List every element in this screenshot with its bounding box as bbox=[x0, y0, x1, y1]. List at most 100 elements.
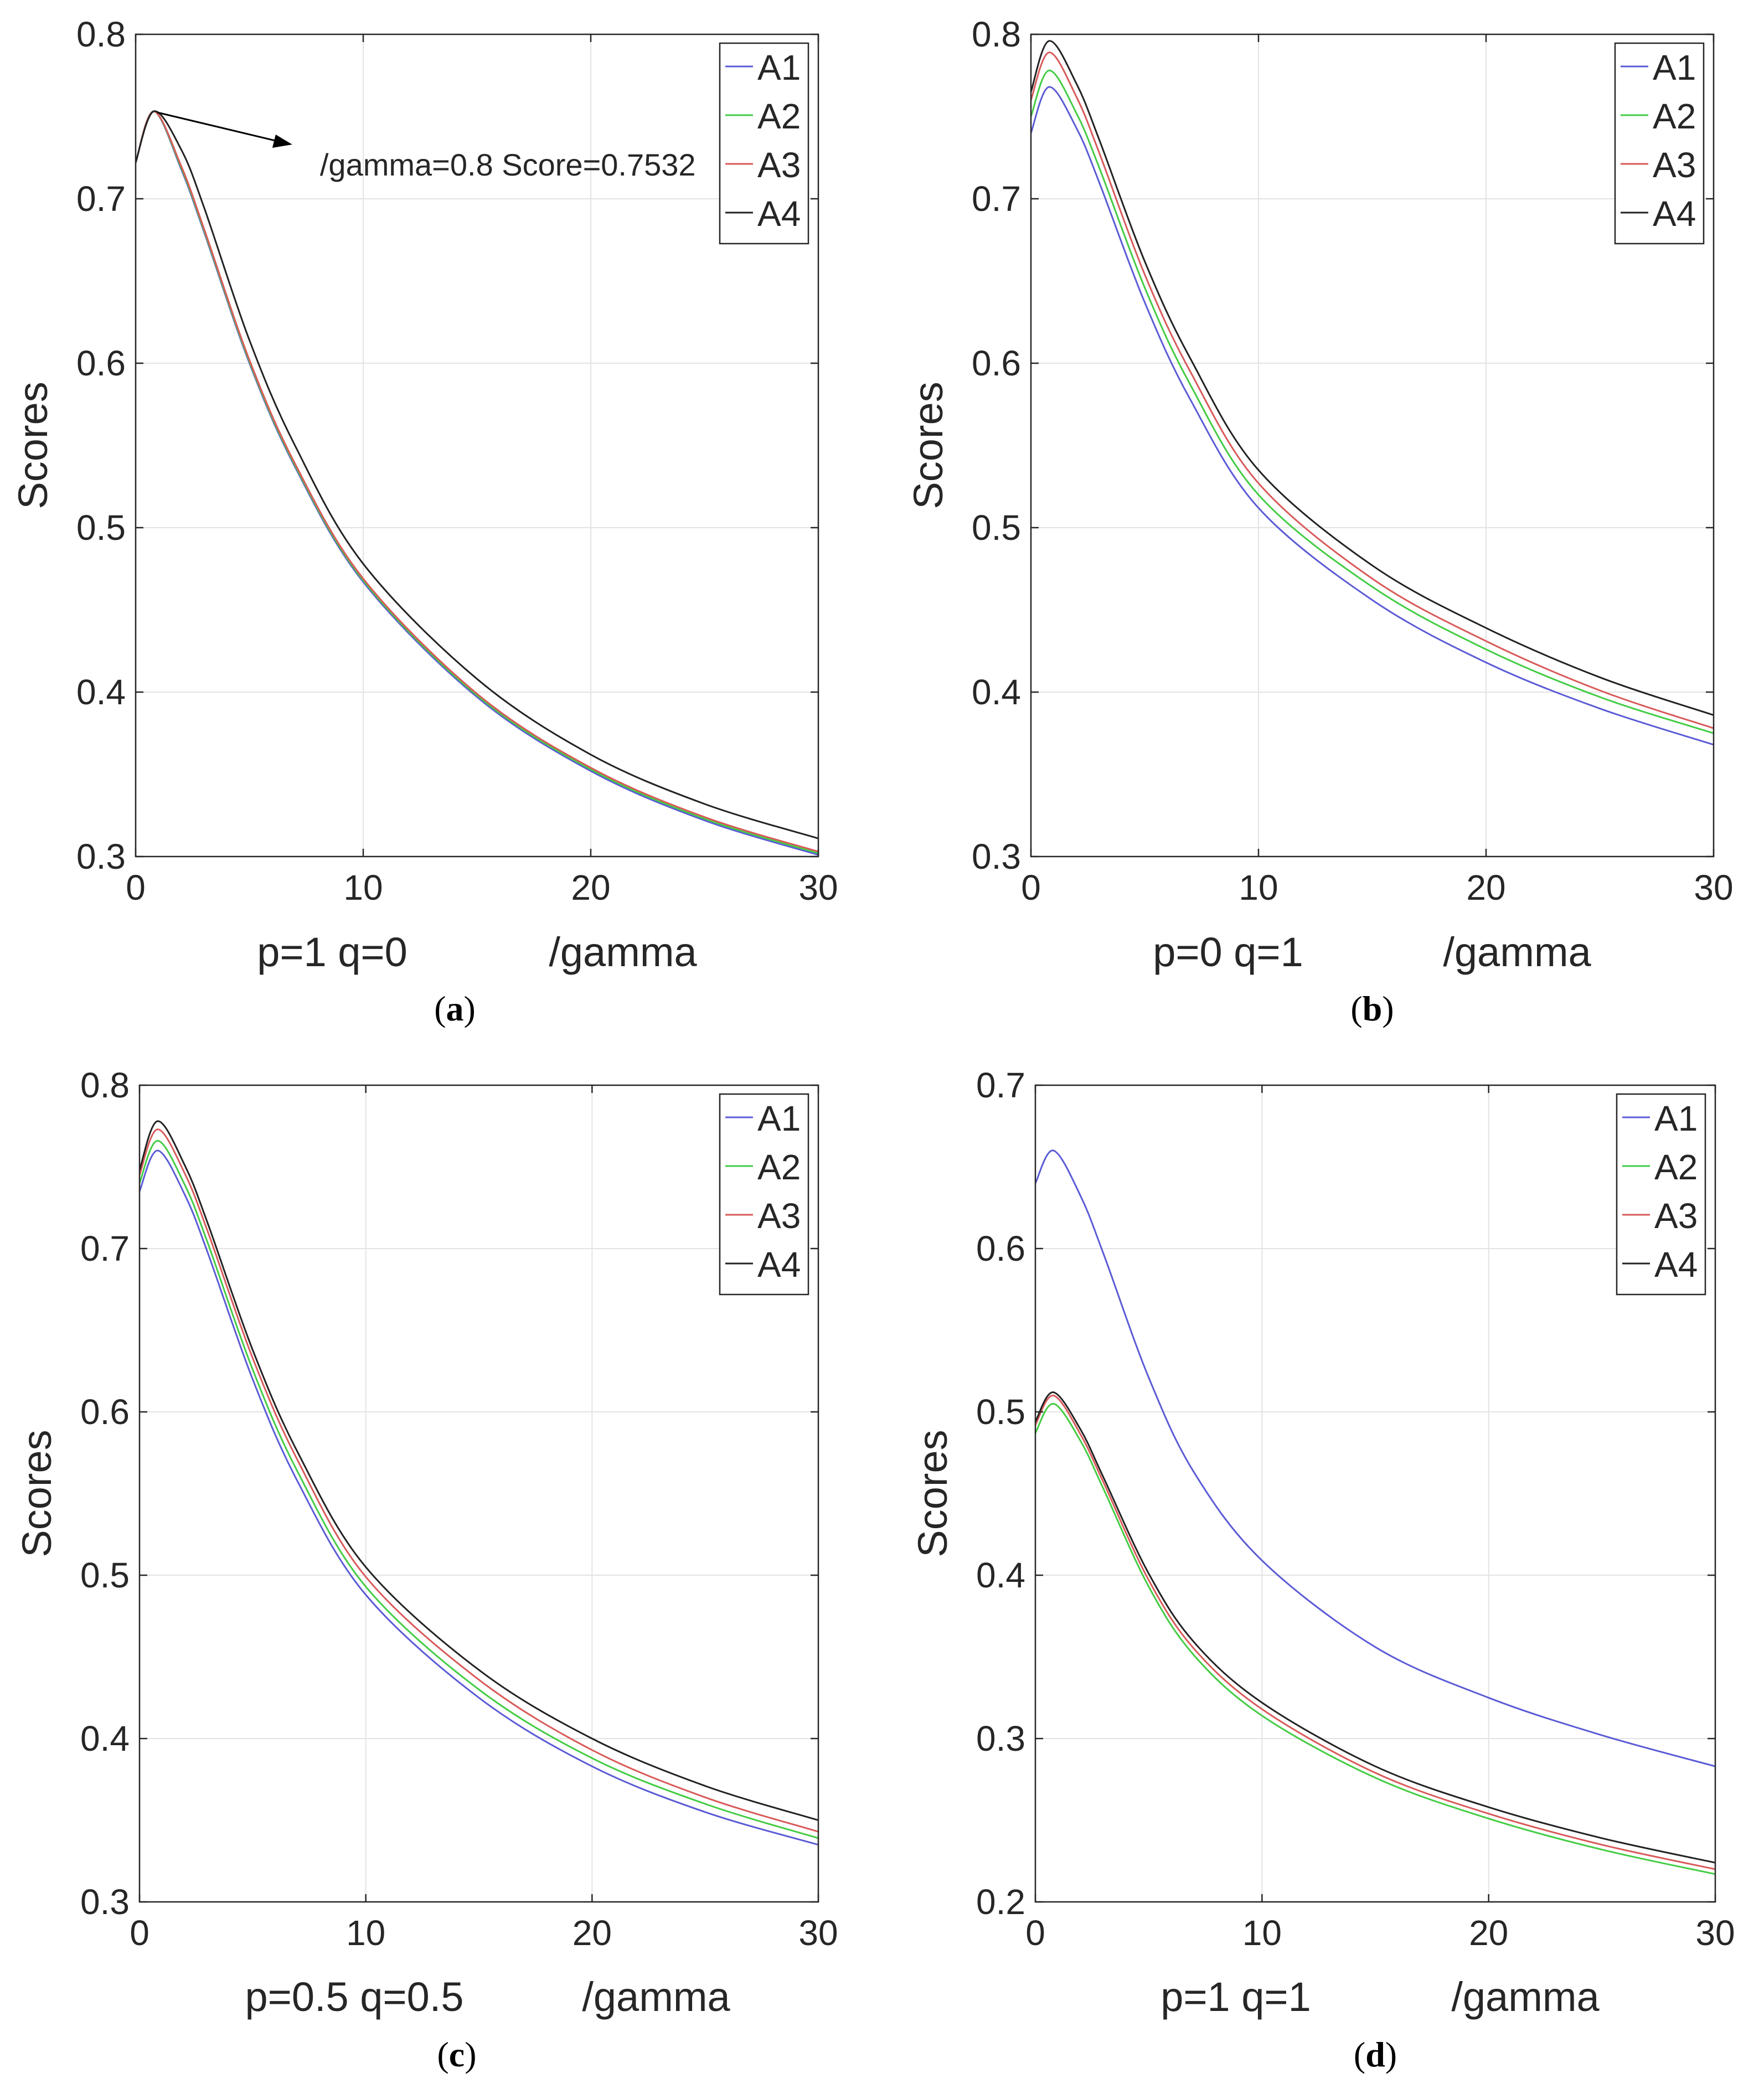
y-tick-label: 0.8 bbox=[80, 1065, 130, 1105]
x-tick-label: 20 bbox=[1466, 868, 1505, 907]
series-line-a2 bbox=[1030, 69, 1714, 734]
legend: A1 A2 A3 A4 bbox=[719, 42, 809, 245]
x-axis-label-variable: /gamma bbox=[582, 1974, 730, 2020]
legend-label-a3: A3 bbox=[1654, 1196, 1698, 1236]
legend-label-a1: A1 bbox=[757, 48, 801, 87]
y-tick-label: 0.8 bbox=[76, 14, 126, 54]
y-tick-label: 0.6 bbox=[76, 343, 126, 383]
y-tick-label: 0.5 bbox=[972, 508, 1021, 548]
x-axis-label-params: p=0 q=1 bbox=[1153, 929, 1303, 975]
legend-label-a4: A4 bbox=[1654, 1245, 1698, 1285]
y-tick-label: 0.5 bbox=[976, 1392, 1025, 1432]
series-line-a1 bbox=[138, 1149, 819, 1846]
y-tick-label: 0.4 bbox=[80, 1719, 130, 1758]
y-tick-label: 0.4 bbox=[976, 1555, 1025, 1595]
plot-area bbox=[1031, 34, 1714, 857]
x-axis-label-variable: /gamma bbox=[1451, 1974, 1600, 2020]
x-tick-label: 0 bbox=[1021, 868, 1041, 907]
y-axis-label: Scores bbox=[905, 381, 951, 509]
panel-caption: (b) bbox=[1350, 989, 1394, 1028]
panel-caption: (a) bbox=[434, 989, 476, 1028]
x-tick-label: 0 bbox=[130, 1913, 149, 1953]
chart-panel-a: 0 10 20 30 0.3 0.4 0.5 0.6 0.7 0.8 Scores p=1 q=0/g… bbox=[10, 14, 838, 1028]
y-tick-label: 0.6 bbox=[972, 343, 1021, 383]
y-tick-label: 0.2 bbox=[976, 1882, 1025, 1922]
x-tick-label: 30 bbox=[1695, 1913, 1735, 1953]
series-line-a2 bbox=[138, 1139, 819, 1839]
chart-panel-b: 0 10 20 30 0.3 0.4 0.5 0.6 0.7 0.8 Scores p=0 q=1/g… bbox=[905, 14, 1734, 1028]
axes-box bbox=[135, 33, 819, 858]
series-line-a2 bbox=[1034, 1402, 1716, 1875]
y-axis-label: Scores bbox=[14, 1430, 60, 1557]
y-tick-label: 0.5 bbox=[76, 508, 126, 548]
legend-label-a4: A4 bbox=[757, 1245, 801, 1285]
x-axis-label-variable: /gamma bbox=[549, 929, 697, 975]
annotation-text: /gamma=0.8 Score=0.7532 bbox=[320, 147, 696, 182]
y-tick-label: 0.7 bbox=[80, 1229, 130, 1268]
x-tick-label: 20 bbox=[572, 1913, 612, 1953]
y-tick-label: 0.6 bbox=[976, 1229, 1025, 1268]
legend-box bbox=[1616, 1093, 1706, 1296]
plot-area bbox=[136, 34, 818, 857]
legend-label-a3: A3 bbox=[757, 145, 801, 185]
chart-panel-d: 0 10 20 30 0.2 0.3 0.4 0.5 0.6 0.7 Scores p=1 q=1/g… bbox=[910, 1065, 1735, 2074]
series-line-a3 bbox=[1030, 51, 1714, 729]
legend: A1 A2 A3 A4 bbox=[719, 1093, 809, 1296]
legend-label-a1: A1 bbox=[1653, 48, 1696, 87]
legend-label-a4: A4 bbox=[1653, 194, 1696, 234]
y-tick-label: 0.7 bbox=[76, 179, 126, 219]
x-tick-label: 30 bbox=[1694, 868, 1733, 907]
peak-annotation: /gamma=0.8 Score=0.7532 bbox=[157, 111, 696, 182]
y-tick-label: 0.4 bbox=[76, 672, 126, 712]
x-tick-label: 10 bbox=[343, 868, 383, 907]
y-tick-label: 0.7 bbox=[972, 179, 1021, 219]
axes-box bbox=[1034, 1084, 1716, 1903]
series-line-a1 bbox=[1030, 86, 1714, 746]
legend-box bbox=[1614, 42, 1705, 245]
y-tick-label: 0.8 bbox=[972, 14, 1021, 54]
plot-area bbox=[1035, 1085, 1715, 1902]
y-axis-label: Scores bbox=[10, 381, 56, 509]
axes-box bbox=[138, 1084, 819, 1903]
legend-label-a2: A2 bbox=[1653, 96, 1696, 136]
x-axis-label-params: p=1 q=0 bbox=[257, 929, 408, 975]
legend: A1 A2 A3 A4 bbox=[1614, 42, 1705, 245]
y-tick-label: 0.3 bbox=[80, 1882, 130, 1922]
series-line-a1 bbox=[1034, 1149, 1716, 1767]
x-tick-label: 10 bbox=[346, 1913, 385, 1953]
legend-label-a2: A2 bbox=[1654, 1147, 1698, 1187]
x-tick-label: 10 bbox=[1239, 868, 1278, 907]
y-tick-label: 0.6 bbox=[80, 1392, 130, 1432]
plot-area bbox=[140, 1085, 818, 1902]
x-tick-label: 0 bbox=[1025, 1913, 1045, 1953]
x-axis-label-params: p=0.5 q=0.5 bbox=[245, 1974, 463, 2020]
y-tick-label: 0.3 bbox=[76, 837, 126, 876]
legend-box bbox=[719, 1093, 809, 1296]
series-line-a4 bbox=[1034, 1391, 1716, 1864]
y-tick-label: 0.4 bbox=[972, 672, 1021, 712]
series-line-a3 bbox=[1034, 1395, 1716, 1870]
legend-label-a3: A3 bbox=[1653, 145, 1696, 185]
annotation-arrow-head bbox=[272, 134, 292, 148]
legend-box bbox=[719, 42, 809, 245]
legend: A1 A2 A3 A4 bbox=[1616, 1093, 1706, 1296]
axes-box bbox=[1030, 33, 1715, 858]
annotation-arrow-line bbox=[157, 111, 285, 144]
y-tick-label: 0.3 bbox=[976, 1719, 1025, 1758]
legend-label-a1: A1 bbox=[1654, 1099, 1698, 1138]
x-tick-label: 30 bbox=[798, 1913, 838, 1953]
x-tick-label: 20 bbox=[1469, 1913, 1508, 1953]
panel-caption: (c) bbox=[437, 2035, 476, 2074]
x-tick-label: 0 bbox=[126, 868, 146, 907]
legend-label-a4: A4 bbox=[757, 194, 801, 234]
legend-label-a2: A2 bbox=[757, 96, 801, 136]
series-line-a4 bbox=[138, 1120, 819, 1821]
x-axis-label-variable: /gamma bbox=[1443, 929, 1591, 975]
panel-caption: (d) bbox=[1354, 2035, 1397, 2074]
x-tick-label: 10 bbox=[1242, 1913, 1282, 1953]
y-tick-label: 0.7 bbox=[976, 1065, 1025, 1105]
y-axis-label: Scores bbox=[910, 1430, 956, 1557]
series-line-a4 bbox=[1030, 40, 1714, 716]
legend-label-a1: A1 bbox=[757, 1099, 801, 1138]
